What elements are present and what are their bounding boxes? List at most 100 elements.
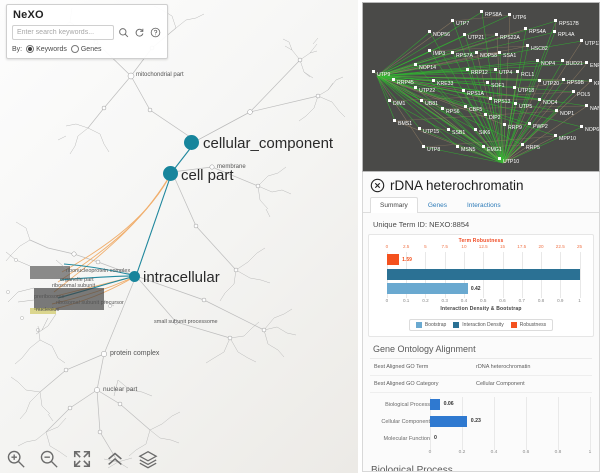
hub-node-intracellular[interactable] — [129, 271, 140, 282]
gene-node[interactable] — [451, 51, 454, 54]
gene-node-label[interactable]: BUD21 — [566, 61, 583, 67]
gene-node[interactable] — [372, 70, 375, 73]
node-label-organelle-part[interactable]: organelle part — [60, 277, 94, 283]
gene-node[interactable] — [580, 125, 583, 128]
gene-node-label[interactable]: POL5 — [577, 92, 590, 98]
gene-node-label[interactable]: MSN5 — [461, 147, 476, 153]
gene-node[interactable] — [526, 44, 529, 47]
gene-node[interactable] — [463, 33, 466, 36]
gene-node[interactable] — [441, 107, 444, 110]
gene-node-label[interactable]: RPL4A — [558, 32, 575, 38]
gene-node-label[interactable]: RPS8A — [485, 12, 503, 18]
tab-summary[interactable]: Summary — [370, 197, 418, 213]
gene-node-label[interactable]: UTP6 — [513, 15, 526, 21]
gene-node-label[interactable]: RRP12 — [471, 70, 488, 76]
gene-node-label[interactable]: RRP5 — [526, 145, 540, 151]
gene-node-label[interactable]: UTP5 — [519, 104, 532, 110]
gene-node[interactable] — [589, 79, 592, 82]
node-label-ribonucleoprotein-complex[interactable]: ribonucleoprotein complex — [66, 268, 131, 274]
gene-node-label[interactable]: UTP21 — [468, 35, 484, 41]
gene-node[interactable] — [484, 113, 487, 116]
gene-node-label[interactable]: IMP3 — [433, 51, 445, 57]
gene-node[interactable] — [420, 99, 423, 102]
gene-node-label[interactable]: SSA1 — [503, 53, 516, 59]
zoom-out-icon[interactable] — [39, 449, 59, 469]
gene-node[interactable] — [508, 13, 511, 16]
gene-node[interactable] — [528, 122, 531, 125]
gene-node[interactable] — [486, 81, 489, 84]
gene-node[interactable] — [464, 105, 467, 108]
gene-node-label[interactable]: RRP9 — [508, 125, 522, 131]
gene-interaction-network[interactable]: UTP9 UTP10 RPS8A UTP6 UTP7 NOP56 UTP21 RPS22A RP… — [362, 2, 600, 172]
gene-node-label[interactable]: RPS6 — [446, 109, 460, 115]
gene-node-label[interactable]: SOF1 — [491, 83, 505, 89]
gene-node-label[interactable]: NOP1 — [560, 111, 574, 117]
gene-node[interactable] — [494, 68, 497, 71]
gene-node[interactable] — [521, 143, 524, 146]
ontology-network-canvas[interactable]: cellular_component cell part intracellul… — [0, 0, 358, 473]
gene-node-label[interactable]: RPS17B — [559, 21, 579, 27]
gene-node-label[interactable]: UTP20 — [543, 81, 559, 87]
gene-node[interactable] — [585, 61, 588, 64]
gene-node[interactable] — [495, 33, 498, 36]
gene-node-label[interactable]: NOC4 — [543, 100, 558, 106]
gene-node-label[interactable]: RPS13 — [494, 99, 511, 105]
node-label-protein-complex[interactable]: protein complex — [110, 350, 160, 357]
gene-node[interactable] — [393, 119, 396, 122]
node-label-ribosomal-subunit[interactable]: ribosomal subunit — [52, 283, 96, 289]
gene-node-label[interactable]: RPS1A — [467, 91, 485, 97]
radio-genes[interactable]: Genes — [70, 45, 101, 53]
gene-node-label[interactable]: SSB1 — [452, 130, 465, 136]
gene-node[interactable] — [462, 89, 465, 92]
gene-node-label[interactable]: UTP10 — [503, 159, 519, 165]
gene-node-label[interactable]: UTP18 — [518, 88, 534, 94]
gene-node[interactable] — [514, 102, 517, 105]
gene-node-label[interactable]: UTP15 — [423, 129, 439, 135]
gene-node-label[interactable]: UTP13 — [585, 41, 599, 47]
gene-node-label[interactable]: PWP2 — [533, 124, 548, 130]
refresh-icon[interactable] — [133, 26, 146, 39]
gene-node-label[interactable]: EMG1 — [487, 147, 502, 153]
gene-node-label[interactable]: UB81 — [425, 101, 438, 107]
gene-node-label[interactable]: CBF5 — [469, 107, 482, 113]
gene-node[interactable] — [480, 10, 483, 13]
tab-interactions[interactable]: Interactions — [466, 202, 501, 209]
gene-node-label[interactable]: RPS9B — [567, 80, 585, 86]
gene-node[interactable] — [414, 63, 417, 66]
gene-node-label[interactable]: KRE33 — [437, 81, 454, 87]
gene-node[interactable] — [428, 49, 431, 52]
gene-node[interactable] — [414, 86, 417, 89]
gene-node[interactable] — [474, 128, 477, 131]
gene-node[interactable] — [498, 157, 501, 160]
gene-node-label[interactable]: UTP4 — [499, 70, 512, 76]
legend-item[interactable]: Robustness — [510, 322, 546, 328]
hub-node-cell-part[interactable] — [163, 166, 178, 181]
gene-node[interactable] — [503, 123, 506, 126]
close-circle-icon[interactable] — [370, 178, 385, 193]
zoom-in-icon[interactable] — [6, 449, 26, 469]
gene-node-label[interactable]: NOP6 — [585, 127, 599, 133]
gene-node-label[interactable]: NOP56 — [433, 32, 450, 38]
gene-node-label[interactable]: UTP22 — [419, 88, 435, 94]
gene-node-label[interactable]: ENP1 — [590, 63, 599, 69]
gene-node-label[interactable]: UTP8 — [427, 147, 440, 153]
gene-node[interactable] — [561, 59, 564, 62]
hub-node-cellular-component[interactable] — [184, 135, 199, 150]
gene-node-label[interactable]: RCL1 — [521, 72, 534, 78]
gene-node[interactable] — [555, 109, 558, 112]
gene-node[interactable] — [447, 128, 450, 131]
gene-node-label[interactable]: KRI1 — [594, 81, 599, 87]
search-icon[interactable] — [117, 26, 130, 39]
gene-node[interactable] — [432, 79, 435, 82]
gene-node[interactable] — [553, 30, 556, 33]
gene-node[interactable] — [422, 145, 425, 148]
gene-node[interactable] — [456, 145, 459, 148]
gene-node-label[interactable]: RPS22A — [500, 35, 520, 41]
gene-node[interactable] — [388, 99, 391, 102]
gene-node[interactable] — [392, 78, 395, 81]
gene-node[interactable] — [580, 39, 583, 42]
gene-node-label[interactable]: NOP4 — [541, 61, 555, 67]
gene-node[interactable] — [554, 134, 557, 137]
gene-node[interactable] — [562, 78, 565, 81]
gene-node-label[interactable]: NOP58 — [480, 53, 497, 59]
